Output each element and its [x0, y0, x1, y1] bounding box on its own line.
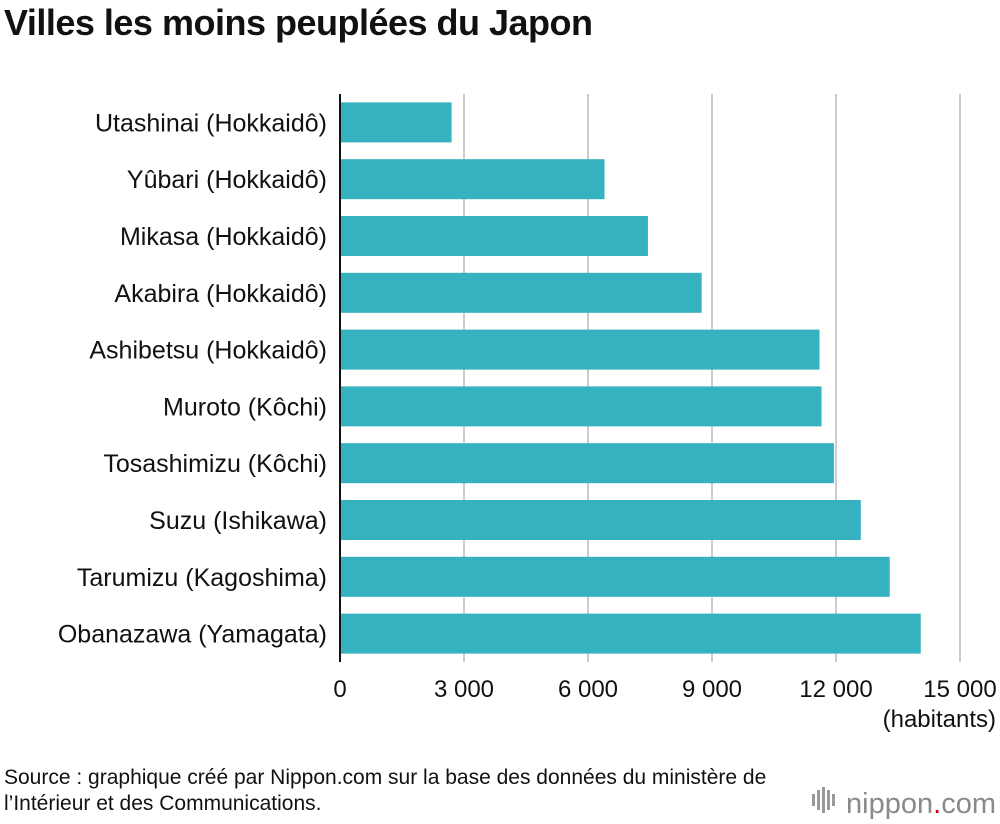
x-tick-label: 6 000	[558, 676, 618, 703]
bar	[340, 443, 834, 484]
category-label: Tarumizu (Kagoshima)	[77, 564, 327, 592]
category-label: Mikasa (Hokkaidô)	[120, 223, 327, 251]
category-label: Obanazawa (Yamagata)	[58, 621, 327, 649]
brand-tld: com	[941, 787, 996, 820]
bar	[340, 159, 605, 200]
bar	[340, 500, 861, 540]
category-label: Suzu (Ishikawa)	[149, 507, 327, 535]
bar	[340, 556, 890, 597]
category-label: Ashibetsu (Hokkaidô)	[89, 337, 327, 365]
nippon-logo: nippon. com	[812, 786, 996, 822]
x-axis-unit-label: (habitants)	[883, 706, 996, 733]
source-note: Source : graphique créé par Nippon.com s…	[4, 766, 767, 815]
brand-dot: .	[933, 787, 942, 820]
x-tick-label: 15 000	[923, 676, 996, 703]
category-label: Akabira (Hokkaidô)	[114, 280, 327, 308]
nippon-logo-icon	[812, 786, 838, 822]
bar-chart: Utashinai (Hokkaidô) Yûbari (Hokkaidô) Mik…	[58, 94, 997, 733]
x-tick-label: 3 000	[434, 676, 494, 703]
category-labels: Utashinai (Hokkaidô) Yûbari (Hokkaidô) Mik…	[58, 109, 327, 648]
x-tick-labels: 0 3 000 6 000 9 000 12 000 15 000	[333, 676, 996, 703]
x-tick-label: 12 000	[799, 676, 872, 703]
bar	[340, 613, 921, 654]
bar	[340, 102, 452, 143]
bar	[340, 216, 648, 256]
category-label: Tosashimizu (Kôchi)	[103, 450, 327, 478]
category-label: Muroto (Kôchi)	[163, 393, 327, 421]
x-tick-label: 9 000	[682, 676, 742, 703]
bar	[340, 386, 822, 427]
category-label: Utashinai (Hokkaidô)	[95, 109, 327, 137]
bars	[340, 102, 921, 654]
category-label: Yûbari (Hokkaidô)	[127, 166, 327, 194]
brand-name: nippon	[846, 787, 934, 820]
chart-title: Villes les moins peuplées du Japon	[4, 2, 593, 43]
x-tick-label: 0	[333, 676, 346, 703]
bar	[340, 272, 702, 313]
bar	[340, 329, 820, 370]
